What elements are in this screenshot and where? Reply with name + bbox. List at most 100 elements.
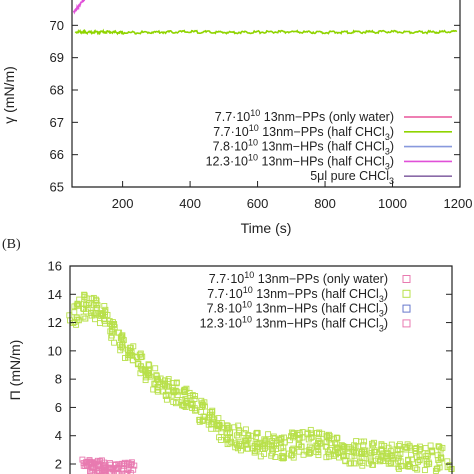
panel-b-data-point (165, 376, 172, 383)
panel-b-data-point (111, 339, 118, 346)
panel-b-data-point (344, 445, 351, 452)
panel-b-data-point (362, 447, 369, 454)
panel-b-data-point (145, 361, 152, 368)
panel-b-data-point (92, 296, 99, 303)
panel-b-data-point (152, 365, 159, 372)
panel-b-data-point (92, 299, 99, 306)
panel-b-data-point (111, 321, 118, 327)
panel-b-legend-label: 12.3·1010 13nm−HPs (half CHCl3) (200, 314, 388, 333)
panel-b-data-point (265, 431, 272, 438)
panel-b-data-point (138, 354, 144, 361)
panel-b-data-point (334, 435, 341, 442)
panel-b-data-point (422, 445, 429, 452)
panel-b-data-point (316, 429, 323, 436)
panel-b-data-point (235, 434, 242, 441)
panel-b-data-point (235, 422, 242, 429)
panel-b-data-point (270, 433, 277, 440)
panel-b-data-point (280, 453, 287, 460)
panel-b-data-point (262, 438, 269, 445)
panel-b-data-point (244, 441, 251, 448)
panel-b-y-tick-label: 14 (48, 287, 62, 302)
panel-b-data-point (163, 396, 170, 403)
panel-b-data-point (162, 380, 169, 387)
panel-b-legend-swatch (402, 289, 411, 298)
panel-b-data-point (253, 446, 260, 453)
panel-b-data-point (88, 469, 95, 474)
panel-b-data-point (261, 450, 268, 457)
panel-b-data-point (437, 453, 444, 460)
panel-b-data-point (84, 301, 91, 308)
panel-b-data-point (218, 428, 225, 435)
panel-b-data-point (307, 434, 314, 441)
panel-b-data-point (73, 302, 80, 309)
panel-b-data-point (333, 444, 340, 451)
panel-b-data-point (139, 353, 146, 360)
panel-b-data-point (141, 366, 148, 373)
panel-b-data-point (89, 459, 96, 466)
panel-b-data-point (128, 349, 135, 356)
panel-a-series-line-1 (74, 28, 458, 36)
panel-a-x-ticks: 200 400 600 800 1000 1200 (112, 181, 473, 211)
panel-b-data-point (381, 442, 388, 449)
panel-b-data-point (236, 440, 243, 447)
panel-b-data-point (128, 459, 135, 466)
panel-b-y-tick-label: 16 (48, 259, 62, 274)
panel-b-data-point (350, 447, 357, 454)
panel-b-y-axis-label: Π (mN/m) (7, 340, 23, 401)
panel-b-data-point (289, 446, 296, 453)
panel-b-data-point (429, 447, 436, 454)
panel-a-x-tick-label: 1200 (444, 196, 473, 211)
panel-b-data-point (215, 415, 222, 422)
panel-b-data-point (119, 336, 126, 343)
panel-a-x-tick-label: 400 (179, 196, 201, 211)
panel-b-data-point (261, 440, 268, 447)
panel-b-data-point (235, 429, 242, 436)
panel-b-y-tick-label: 4 (55, 428, 62, 443)
panel-b-legend: 7.7·1010 13nm−PPs (only water)7.7·1010 1… (200, 270, 411, 333)
panel-b-data-point (369, 461, 376, 468)
panel-b-data-point (199, 402, 206, 409)
panel-b-data-point (405, 462, 412, 469)
panel-b-data-point (87, 459, 94, 466)
panel-a-x-tick-label: 600 (247, 196, 269, 211)
panel-b-y-tick-label: 6 (55, 400, 62, 415)
panel-b-data-point (198, 408, 205, 415)
panel-b-data-point (358, 454, 365, 461)
panel-b-data-point (308, 430, 315, 437)
panel-b-data-point (66, 312, 73, 319)
panel-b-data-point (82, 315, 89, 322)
panel-b-data-point (128, 460, 135, 467)
panel-a-x-axis-label: Time (s) (241, 220, 292, 236)
panel-b-data-point (421, 467, 428, 474)
panel-b-data-point (368, 458, 375, 465)
panel-b-data-point (327, 440, 334, 447)
panel-b-data-point (108, 329, 115, 336)
panel-b-data-point (252, 448, 259, 455)
panel-a-series-line-3 (72, 0, 86, 15)
panel-b-data-point (349, 448, 356, 455)
panel-b-data-point (173, 379, 180, 386)
panel-b-data-point (71, 309, 78, 316)
panel-a-plot-area (72, 0, 458, 36)
panel-b-data-point (315, 449, 322, 456)
panel-b-data-point (315, 445, 322, 452)
panel-b-data-point (388, 441, 395, 448)
panel-b-y-tick-label: 10 (48, 343, 62, 358)
panel-b-data-point (306, 443, 313, 450)
panel-b-data-point (187, 401, 194, 408)
panel-b-data-point (75, 317, 82, 324)
panel-b-data-point (81, 292, 88, 299)
panel-b-data-point (416, 456, 423, 463)
panel-b-data-point (416, 447, 423, 454)
panel-a-legend-label: 5μl pure CHCl3 (310, 169, 394, 186)
panel-a-x-tick-label: 800 (314, 196, 336, 211)
panel-a-y-tick-label: 69 (50, 50, 64, 65)
panel-a-y-tick-label: 70 (50, 18, 64, 33)
panel-a-y-tick-label: 65 (50, 180, 64, 195)
panel-b-data-point (119, 340, 126, 347)
panel-b-data-point (448, 466, 455, 473)
panel-b-legend-label: 7.7·1010 13nm−PPs (half CHCl3) (207, 285, 388, 304)
panel-b-data-point (224, 422, 231, 429)
panel-b-data-point (172, 387, 179, 394)
panel-b-series-0 (79, 456, 138, 474)
